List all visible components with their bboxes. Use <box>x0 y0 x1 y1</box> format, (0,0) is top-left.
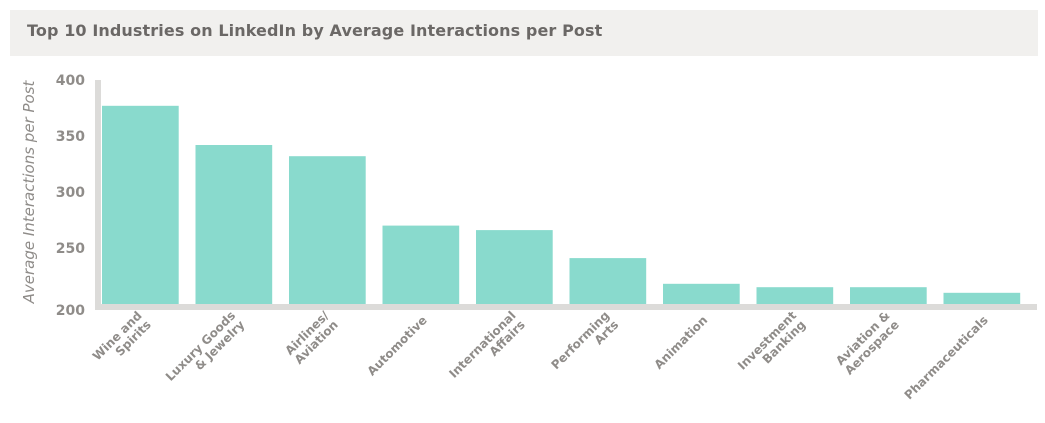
x-tick-label-text: InvestmentBanking <box>735 308 809 382</box>
y-tick-label: 350 <box>56 129 85 145</box>
bar <box>943 292 1021 304</box>
x-tick-label: Wine andSpirits <box>90 308 154 372</box>
bar <box>102 105 179 304</box>
x-tick-label: Luxury Goods& Jewelry <box>163 308 248 393</box>
bar <box>756 287 834 304</box>
chart-title-bar: Top 10 Industries on LinkedIn by Average… <box>10 10 1038 56</box>
x-tick-label-text: Airlines/Aviation <box>282 308 341 367</box>
chart-title: Top 10 Industries on LinkedIn by Average… <box>27 21 603 40</box>
x-tick-label: Animation <box>651 313 710 372</box>
x-tick-label-line: Animation <box>651 313 710 372</box>
bar <box>569 258 647 304</box>
x-tick-labels: Wine andSpirits Luxury Goods& Jewelry Airl… <box>90 308 991 402</box>
y-tick-label: 300 <box>56 185 85 201</box>
bar <box>382 225 460 304</box>
x-tick-label-text: Automotive <box>364 313 429 378</box>
x-tick-label: InvestmentBanking <box>735 308 809 382</box>
y-axis-line <box>95 80 101 310</box>
x-tick-label-text: Luxury Goods& Jewelry <box>163 308 248 393</box>
x-tick-label-text: PerformingArts <box>549 308 622 381</box>
x-tick-label-text: Pharmaceuticals <box>902 313 991 402</box>
x-tick-label-text: InternationalAffairs <box>446 308 528 390</box>
x-tick-label-text: Wine andSpirits <box>90 308 154 372</box>
y-tick-label: 200 <box>56 303 85 319</box>
x-tick-label: Pharmaceuticals <box>902 313 991 402</box>
y-tick-label: 400 <box>56 73 85 89</box>
bar <box>476 230 553 304</box>
x-axis-line <box>95 304 1037 310</box>
x-tick-label-line: Automotive <box>364 313 429 378</box>
bar <box>850 287 927 304</box>
x-tick-label: Airlines/Aviation <box>282 308 341 367</box>
y-axis-title: Average Interactions per Post <box>20 79 38 304</box>
x-tick-label: Aviation &Aerospace <box>833 308 902 377</box>
y-tick-label: 250 <box>56 241 85 257</box>
axes <box>95 80 1037 310</box>
x-tick-label: PerformingArts <box>549 308 622 381</box>
bar <box>289 156 366 304</box>
x-tick-label: Automotive <box>364 313 429 378</box>
y-axis-title-layer: Average Interactions per Post <box>20 79 38 304</box>
x-tick-label: InternationalAffairs <box>446 308 528 390</box>
bar <box>195 145 273 304</box>
bar <box>663 283 740 304</box>
bars <box>102 105 1021 304</box>
y-tick-labels: 200 250 300 350 400 <box>56 73 85 319</box>
x-tick-label-text: Animation <box>651 313 710 372</box>
x-tick-label-text: Aviation &Aerospace <box>833 308 902 377</box>
x-tick-label-line: Pharmaceuticals <box>902 313 991 402</box>
